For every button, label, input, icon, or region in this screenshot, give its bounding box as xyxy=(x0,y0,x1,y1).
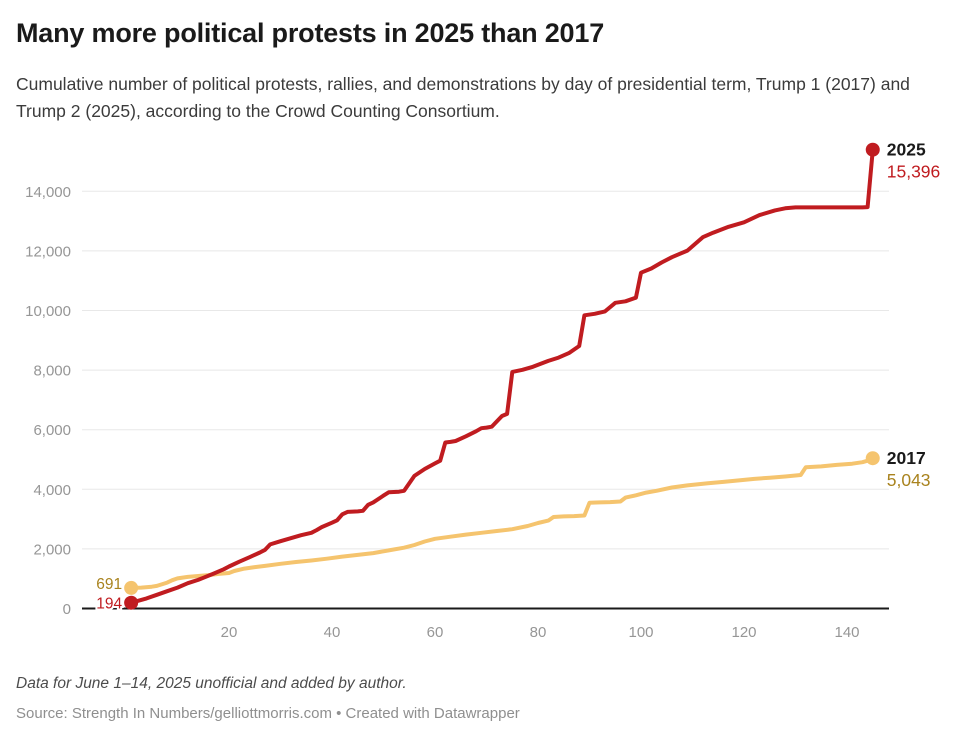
chart-subtitle: Cumulative number of political protests,… xyxy=(16,74,910,121)
y-tick-label: 10,000 xyxy=(25,303,71,320)
y-tick-label: 8,000 xyxy=(33,363,71,380)
series-line-2017 xyxy=(129,456,875,590)
y-tick-label: 6,000 xyxy=(33,422,71,439)
x-tick-label: 20 xyxy=(221,624,238,641)
chart-header: Many more political protests in 2025 tha… xyxy=(16,18,944,124)
series-end-dot-2017 xyxy=(865,451,880,466)
y-tick-label: 0 xyxy=(63,601,71,618)
x-tick-label: 120 xyxy=(731,624,756,641)
series-name-label-2017: 2017 xyxy=(887,448,926,468)
x-tick-label: 140 xyxy=(834,624,859,641)
x-tick-label: 40 xyxy=(324,624,341,641)
x-tick-label: 80 xyxy=(530,624,547,641)
series-line-2025 xyxy=(129,147,875,605)
y-tick-label: 12,000 xyxy=(25,243,71,260)
series-start-dot-2017 xyxy=(124,580,139,595)
x-tick-label: 60 xyxy=(427,624,444,641)
series-end-value-2025: 15,396 xyxy=(887,162,941,182)
series-end-dot-2025 xyxy=(865,142,880,157)
y-tick-label: 4,000 xyxy=(33,482,71,499)
chart-footer: Data for June 1–14, 2025 unofficial and … xyxy=(16,673,944,723)
data-note: Data for June 1–14, 2025 unofficial and … xyxy=(16,675,407,692)
source-line: Source: Strength In Numbers/gelliottmorr… xyxy=(16,704,520,722)
x-tick-label: 100 xyxy=(628,624,653,641)
page-title: Many more political protests in 2025 tha… xyxy=(16,18,605,48)
series-name-label-2025: 2025 xyxy=(887,140,926,160)
series-end-value-2017: 5,043 xyxy=(887,470,931,490)
y-tick-label: 2,000 xyxy=(33,541,71,558)
y-tick-label: 14,000 xyxy=(25,184,71,201)
series-start-dot-2025 xyxy=(124,595,139,610)
series-start-value-2025: 194 xyxy=(96,596,122,613)
series-start-value-2017: 691 xyxy=(96,576,122,593)
